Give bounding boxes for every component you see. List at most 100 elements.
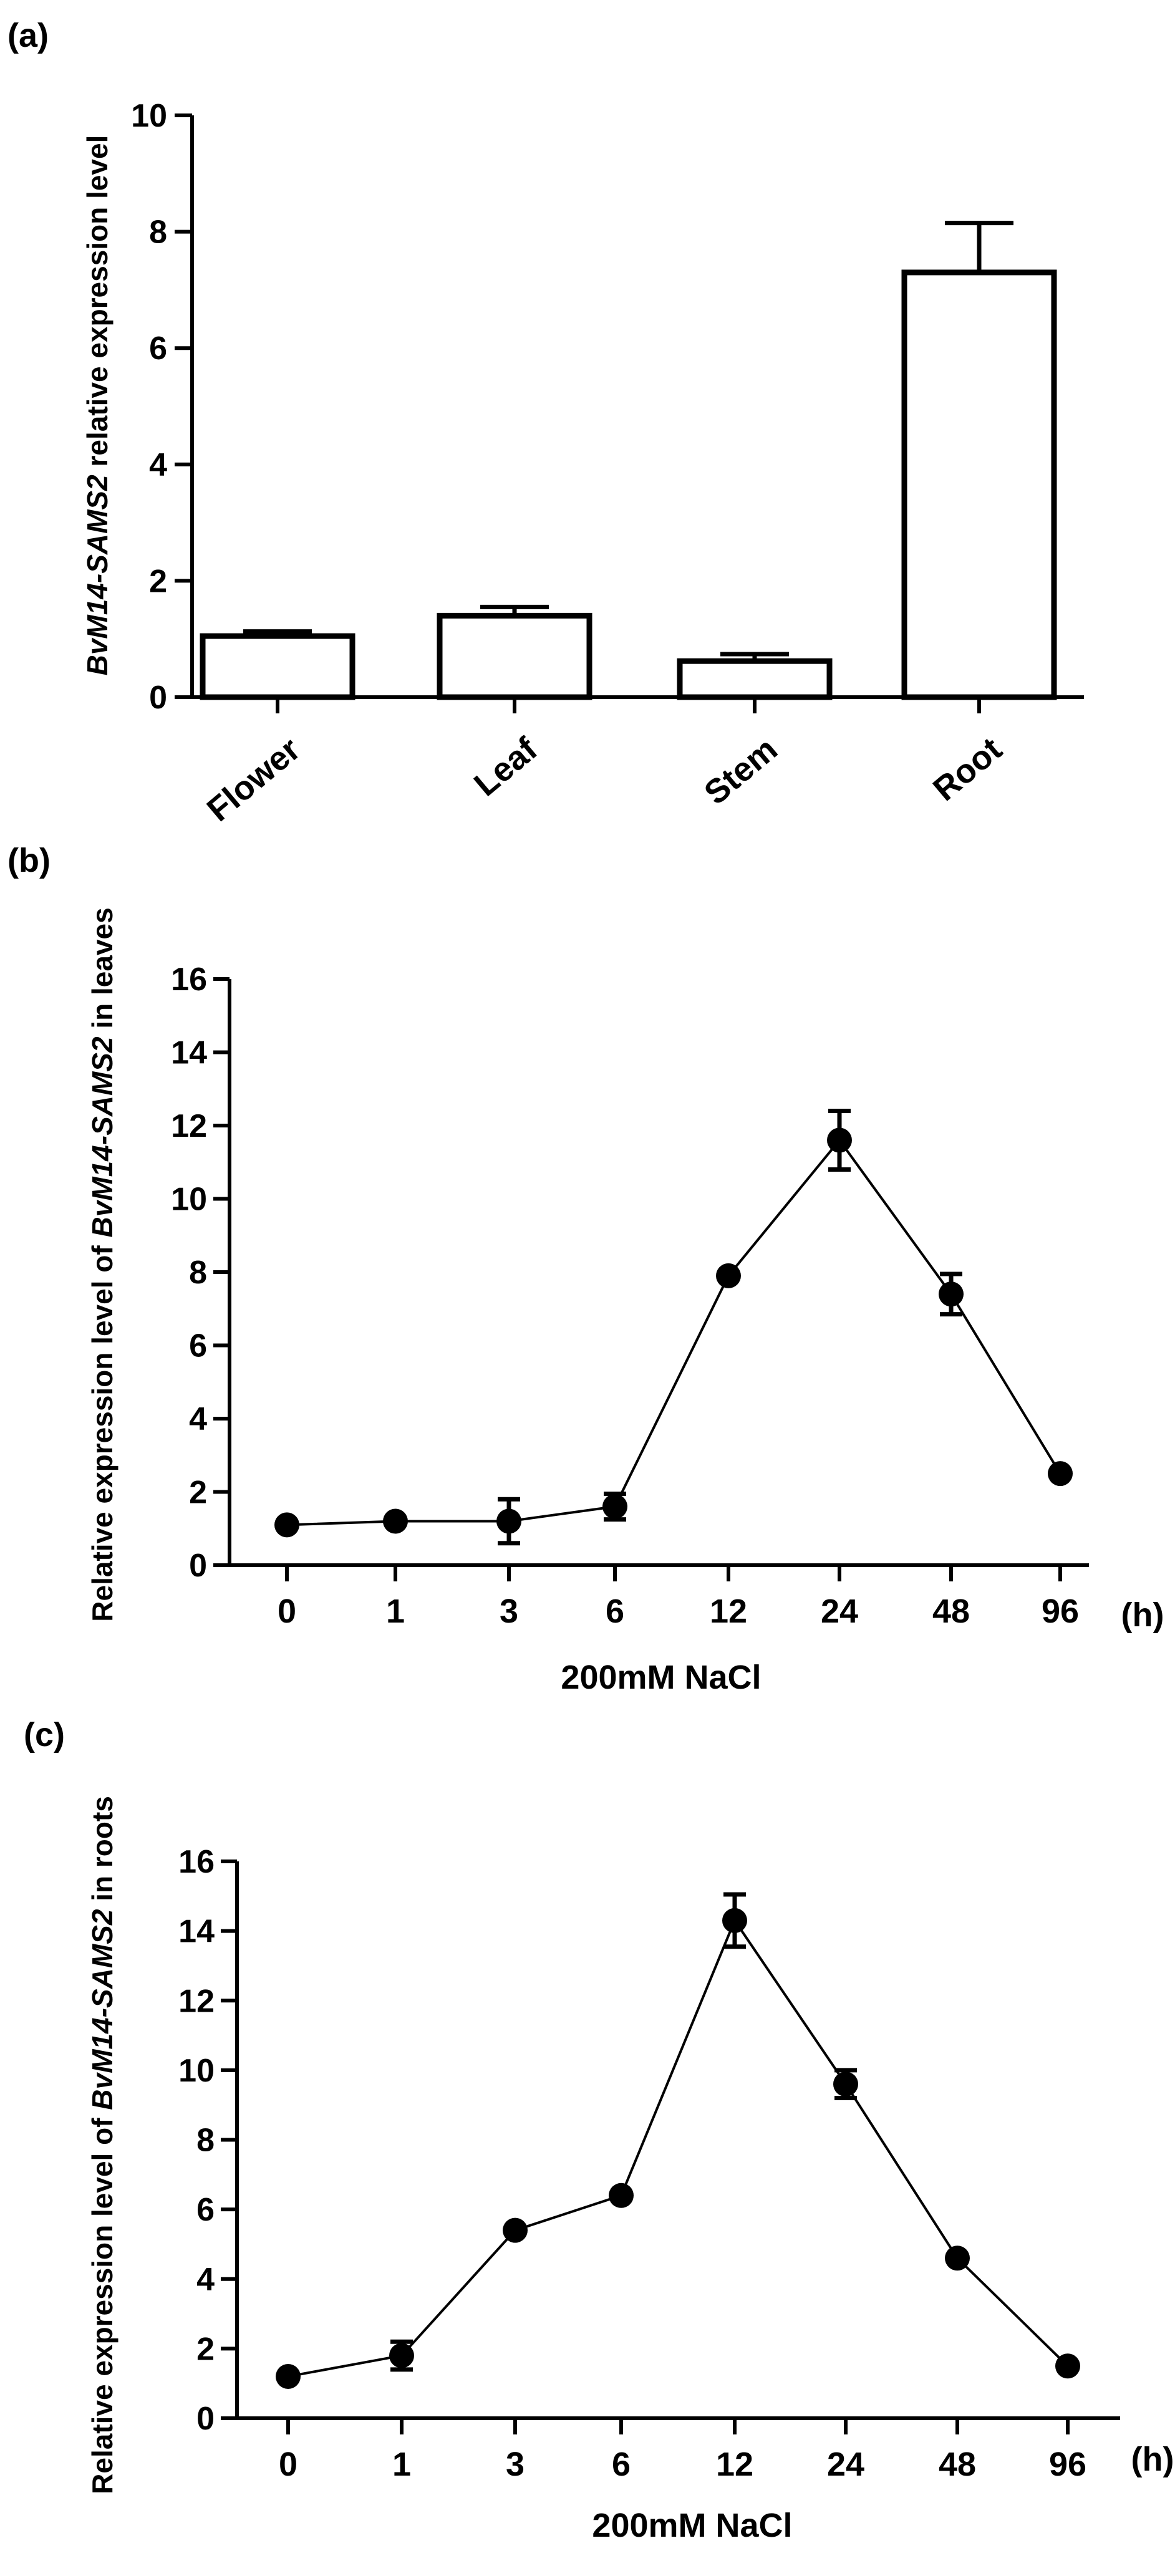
panel-b-xlabel: 200mM NaCl — [561, 1659, 761, 1696]
panel-c-ylabel: Relative expression level of BvM14-SAMS2… — [86, 1796, 118, 2494]
panel-b-ylabel-pre: Relative expression level of — [86, 1238, 118, 1622]
panel-c: (c) Relative expression level of BvM14-S… — [24, 1716, 1174, 2544]
panel-c-xlabel: 200mM NaCl — [592, 2507, 792, 2544]
panel-c-point-1h — [389, 2343, 414, 2368]
panel-c-ylabel-pre: Relative expression level of — [86, 2110, 118, 2494]
panel-b: (b) Relative expression level of BvM14-S… — [7, 842, 1164, 1696]
panel-b-ytick-label: 16 — [171, 962, 207, 998]
panel-a-bar-root — [901, 269, 1057, 700]
panel-c-xtick-label: 6 — [612, 2446, 631, 2483]
panel-c-label: (c) — [24, 1716, 65, 1754]
panel-b-ytick-label: 12 — [171, 1108, 207, 1144]
panel-a-xtick-label: Stem — [697, 730, 785, 812]
panel-b-xtick-label: 48 — [932, 1593, 970, 1630]
panel-a-ylabel-text: relative expression level — [81, 135, 114, 475]
panel-a-bar-stem — [677, 658, 833, 700]
panel-a-xtick-label: Flower — [200, 730, 307, 829]
panel-c-ytick-label: 8 — [196, 2123, 215, 2159]
panel-c-point-12h — [722, 1908, 747, 1933]
panel-c-ytick-label: 0 — [196, 2401, 215, 2437]
panel-c-yaxis-ticks: 0 2 4 6 8 10 12 14 16 — [178, 1844, 237, 2437]
panel-b-point-0h — [274, 1512, 299, 1538]
svg-text:BvM14-SAMS2 relative expressio: BvM14-SAMS2 relative expression level — [81, 135, 114, 676]
panel-a-ytick-label: 8 — [149, 215, 167, 251]
panel-b-series-line — [286, 1138, 1061, 1527]
svg-text:Relative expression level of B: Relative expression level of BvM14-SAMS2… — [86, 907, 118, 1621]
panel-b-point-96h — [1048, 1461, 1073, 1487]
panel-a-bar-flower — [200, 633, 355, 700]
panel-c-ytick-label: 6 — [196, 2192, 215, 2228]
panel-c-xaxis-ticks: 0 1 3 6 12 24 48 96 — [279, 2418, 1086, 2483]
panel-a-ylabel: BvM14-SAMS2 relative expression level — [81, 135, 114, 676]
panel-a-xtick-label: Root — [926, 730, 1009, 808]
panel-c-series-line — [288, 1918, 1069, 2378]
panel-b-ytick-label: 10 — [171, 1182, 207, 1218]
panel-b-point-3h — [496, 1508, 521, 1534]
panel-b-point-6h — [602, 1494, 627, 1519]
panel-a: (a) BvM14-SAMS2 relative expression leve… — [7, 17, 1084, 829]
panel-a-xaxis-ticks: Flower Leaf Stem Root — [200, 697, 1009, 829]
panel-c-point-24h — [833, 2072, 858, 2097]
panel-c-xtick-label: 24 — [827, 2446, 864, 2483]
panel-b-x-unit: (h) — [1121, 1596, 1164, 1634]
panel-b-ylabel-post: in leaves — [86, 907, 118, 1036]
panel-a-label: (a) — [7, 17, 49, 54]
svg-text:Relative expression level of B: Relative expression level of BvM14-SAMS2… — [86, 1796, 118, 2494]
panel-c-ytick-label: 4 — [196, 2262, 215, 2298]
panel-a-ytick-label: 10 — [131, 98, 167, 134]
panel-a-ylabel-gene: BvM14-SAMS2 — [81, 475, 114, 676]
panel-a-ytick-label: 4 — [149, 447, 167, 483]
panel-b-ylabel-gene: BvM14-SAMS2 — [86, 1036, 118, 1238]
panel-b-ytick-label: 0 — [189, 1548, 207, 1584]
panel-c-xtick-label: 12 — [716, 2446, 753, 2483]
panel-b-label: (b) — [7, 842, 51, 879]
panel-b-ytick-label: 2 — [189, 1475, 207, 1511]
panel-a-ytick-label: 2 — [149, 563, 167, 599]
panel-c-point-96h — [1055, 2353, 1080, 2379]
panel-c-ytick-label: 2 — [196, 2331, 215, 2367]
panel-b-xaxis-ticks: 0 1 3 6 12 24 48 96 — [278, 1565, 1079, 1630]
panel-b-yaxis-ticks: 0 2 4 6 8 10 12 14 16 — [171, 962, 230, 1584]
panel-b-ytick-label: 14 — [171, 1035, 207, 1071]
panel-b-point-12h — [716, 1263, 741, 1288]
panel-c-x-unit: (h) — [1131, 2441, 1174, 2478]
panel-c-xtick-label: 96 — [1049, 2446, 1086, 2483]
panel-c-point-3h — [503, 2217, 528, 2243]
panel-c-ytick-label: 14 — [178, 1914, 215, 1950]
panel-b-xtick-label: 24 — [821, 1593, 858, 1630]
panel-b-xtick-label: 1 — [386, 1593, 405, 1630]
panel-c-ylabel-post: in roots — [86, 1796, 118, 1909]
panel-b-series — [274, 1109, 1073, 1546]
panel-c-xtick-label: 1 — [392, 2446, 411, 2483]
panel-c-ytick-label: 16 — [178, 1844, 215, 1880]
panel-c-point-6h — [609, 2183, 634, 2208]
panel-c-xtick-label: 0 — [279, 2446, 297, 2483]
panel-b-point-24h — [827, 1127, 852, 1153]
panel-c-xtick-label: 48 — [939, 2446, 976, 2483]
panel-a-ytick-label: 0 — [149, 680, 167, 716]
panel-a-yaxis-ticks: 0 2 4 6 8 10 — [131, 98, 192, 716]
panel-a-xtick-label: Leaf — [467, 730, 544, 804]
panel-a-ytick-label: 6 — [149, 330, 167, 367]
panel-a-bars — [200, 221, 1057, 700]
panel-c-ylabel-gene: BvM14-SAMS2 — [86, 1909, 118, 2110]
panel-b-ytick-label: 8 — [189, 1255, 207, 1291]
panel-c-xtick-label: 3 — [506, 2446, 525, 2483]
panel-b-xtick-label: 12 — [710, 1593, 747, 1630]
panel-c-series — [276, 1892, 1080, 2390]
panel-b-xtick-label: 6 — [606, 1593, 624, 1630]
panel-b-xtick-label: 0 — [278, 1593, 296, 1630]
panel-b-point-48h — [939, 1281, 964, 1307]
panel-b-xtick-label: 3 — [500, 1593, 518, 1630]
panel-c-point-0h — [276, 2364, 301, 2390]
panel-c-ytick-label: 12 — [178, 1983, 215, 2019]
panel-a-bar-leaf — [437, 612, 592, 700]
panel-c-point-48h — [945, 2246, 970, 2271]
panel-c-ytick-label: 10 — [178, 2053, 215, 2089]
panel-b-xtick-label: 96 — [1042, 1593, 1079, 1630]
panel-b-ytick-label: 4 — [189, 1401, 207, 1437]
panel-b-ylabel: Relative expression level of BvM14-SAMS2… — [86, 907, 118, 1621]
panel-b-point-1h — [383, 1508, 408, 1534]
panel-b-ytick-label: 6 — [189, 1328, 207, 1364]
